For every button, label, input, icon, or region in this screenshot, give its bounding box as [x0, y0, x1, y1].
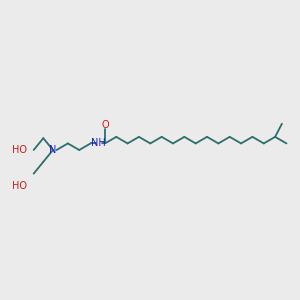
Text: HO: HO [12, 181, 27, 190]
Text: N: N [49, 145, 57, 155]
Text: O: O [101, 120, 109, 130]
Text: NH: NH [91, 138, 106, 148]
Text: HO: HO [12, 145, 27, 155]
